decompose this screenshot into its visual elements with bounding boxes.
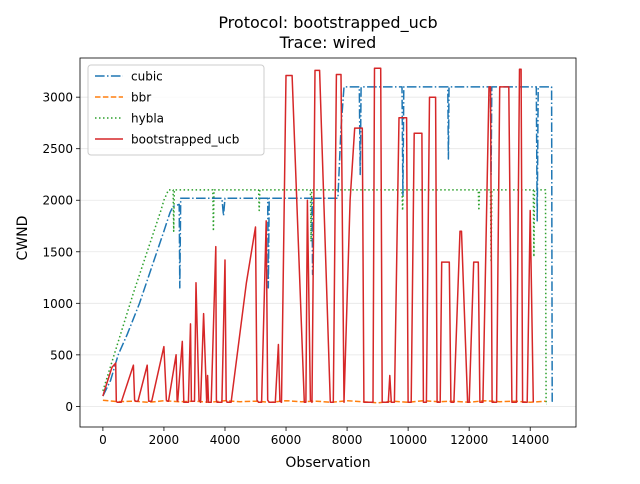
legend-label-cubic: cubic <box>131 70 163 84</box>
x-axis-label: Observation <box>285 455 370 471</box>
axes-frame <box>79 57 577 428</box>
y-tick-label: 2000 <box>42 194 73 208</box>
y-tick-label: 1000 <box>42 297 73 311</box>
x-tick-label: 0 <box>99 433 107 447</box>
series-line-bootstrapped_ucb <box>102 67 535 404</box>
chart-subtitle: Trace: wired <box>279 33 377 52</box>
legend: cubic bbr hybla bootstrapped_ucb <box>87 64 265 156</box>
x-tick-label: 6000 <box>271 433 302 447</box>
legend-label-bbr: bbr <box>131 91 151 105</box>
legend-label-hybla: hybla <box>131 112 164 126</box>
x-tick-label: 14000 <box>511 433 549 447</box>
y-tick-label: 0 <box>65 400 73 414</box>
x-tick-label: 10000 <box>389 433 427 447</box>
y-axis-label: CWND <box>15 216 31 261</box>
plot-area: 0 2000 4000 6000 8000 10000 12000 14000 0 500 1000… <box>42 57 577 447</box>
series-line-bbr <box>102 399 546 404</box>
y-tick-label: 1500 <box>42 245 73 259</box>
x-tick-label: 8000 <box>332 433 363 447</box>
x-tick-label: 4000 <box>210 433 241 447</box>
x-tick-label: 12000 <box>450 433 488 447</box>
legend-box <box>87 64 265 156</box>
y-tick-label: 2500 <box>42 142 73 156</box>
x-tick-label: 2000 <box>149 433 180 447</box>
legend-label-bootstrapped_ucb: bootstrapped_ucb <box>131 133 239 147</box>
chart-title: Protocol: bootstrapped_ucb <box>218 13 437 33</box>
y-tick-label: 500 <box>50 348 73 362</box>
y-tick-label: 3000 <box>42 91 73 105</box>
